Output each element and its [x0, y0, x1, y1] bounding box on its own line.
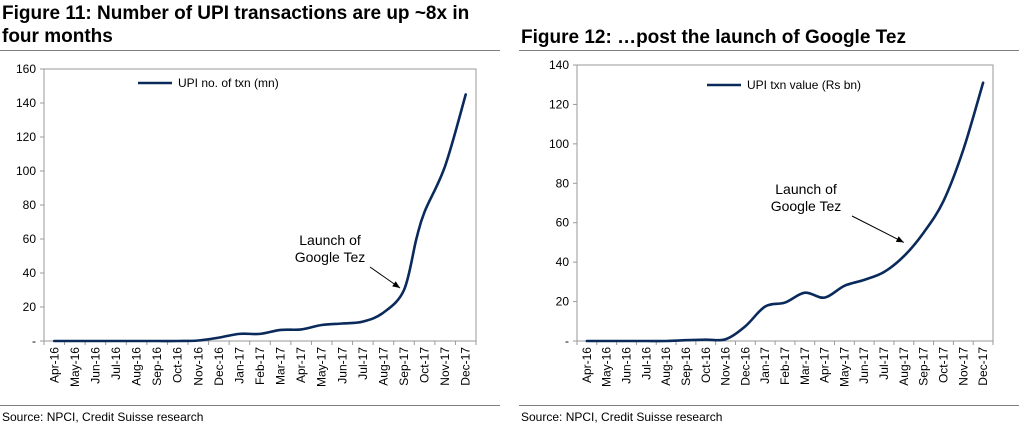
x-tick-label: Sep-16 — [679, 347, 693, 386]
figure-title: Figure 11: Number of UPI transactions ar… — [2, 3, 470, 47]
x-tick-label: Feb-17 — [778, 347, 792, 385]
annotation-text: Launch of — [775, 181, 837, 197]
annotation-text: Launch of — [299, 232, 361, 248]
x-tick-label: Dec-16 — [212, 347, 226, 386]
title-rule — [519, 50, 1019, 51]
plot-area — [576, 64, 994, 342]
series-line — [52, 93, 468, 343]
plot-area — [43, 68, 477, 342]
x-tick-label: Jan-17 — [758, 347, 772, 384]
y-tick-label: 120 — [16, 130, 36, 144]
x-tick-label: Apr-16 — [47, 347, 61, 383]
x-tick-label: Sep-17 — [917, 347, 931, 386]
y-tick-label: 100 — [16, 164, 36, 178]
y-tick-label: 20 — [556, 295, 570, 309]
x-tick-label: Jul-17 — [356, 347, 370, 380]
y-tick-label: 80 — [556, 176, 570, 190]
legend-label: UPI no. of txn (mn) — [178, 76, 279, 90]
x-tick-label: Mar-17 — [274, 347, 288, 385]
x-tick-label: Jun-16 — [620, 347, 634, 384]
y-tick-label: 40 — [556, 255, 570, 269]
x-tick-label: Oct-16 — [171, 347, 185, 383]
y-tick-label: - — [565, 334, 569, 348]
upi-value-chart: - 20 40 60 80 100 120 140 Apr-16 May-16 Jun-16 Jul-… — [549, 58, 994, 387]
x-tick-label: Jun-16 — [88, 347, 102, 384]
annotation-text: Google Tez — [295, 249, 366, 265]
x-tick-label: Apr-17 — [818, 347, 832, 383]
y-tick-label: 160 — [16, 62, 36, 76]
x-tick-label: Nov-16 — [191, 347, 205, 386]
x-tick-label: May-16 — [68, 347, 82, 387]
x-tick-label: Sep-17 — [397, 347, 411, 386]
series-line — [585, 81, 985, 343]
x-tick-label: Nov-17 — [956, 347, 970, 386]
annotation-arrowhead — [895, 236, 904, 243]
figure-title: Figure 12: …post the launch of Google Te… — [521, 27, 906, 48]
x-tick-label: Sep-16 — [150, 347, 164, 386]
x-tick-label: Oct-16 — [699, 347, 713, 383]
x-tick-label: May-17 — [315, 347, 329, 387]
title-rule — [0, 50, 500, 51]
x-tick-label: Jan-17 — [232, 347, 246, 384]
annotation-arrowhead — [392, 281, 400, 288]
x-tick-label: Jun-17 — [335, 347, 349, 384]
x-tick-label: Dec-17 — [976, 347, 990, 386]
x-tick-label: Feb-17 — [253, 347, 267, 385]
x-tick-label: Aug-16 — [130, 347, 144, 386]
y-tick-label: 140 — [16, 96, 36, 110]
legend-label: UPI txn value (Rs bn) — [747, 78, 861, 92]
x-tick-label: Dec-17 — [459, 347, 473, 386]
annotation-text: Google Tez — [771, 198, 842, 214]
x-tick-label: Oct-17 — [936, 347, 950, 383]
x-tick-label: Nov-16 — [719, 347, 733, 386]
y-tick-label: 80 — [23, 198, 37, 212]
x-tick-label: Jun-17 — [857, 347, 871, 384]
upi-transactions-chart: - 20 40 60 80 100 120 140 160 Apr-16 May-16 Jun-16 J… — [16, 62, 477, 387]
x-tick-label: Dec-16 — [738, 347, 752, 386]
y-tick-label: 140 — [549, 58, 569, 72]
x-tick-label: Nov-17 — [438, 347, 452, 386]
x-tick-label: Mar-17 — [798, 347, 812, 385]
x-tick-label: Oct-17 — [418, 347, 432, 383]
y-tick-label: - — [32, 334, 36, 348]
x-tick-label: Jul-16 — [109, 347, 123, 380]
y-tick-label: 100 — [549, 137, 569, 151]
x-tick-label: Apr-16 — [580, 347, 594, 383]
figure-12-panel: Figure 12: …post the launch of Google Te… — [519, 0, 1024, 432]
source-rule — [519, 405, 1019, 406]
x-tick-label: Jul-17 — [877, 347, 891, 380]
y-tick-label: 60 — [23, 232, 37, 246]
source-note: Source: NPCI, Credit Suisse research — [521, 410, 723, 424]
x-tick-label: May-16 — [600, 347, 614, 387]
source-note: Source: NPCI, Credit Suisse research — [2, 410, 204, 424]
y-tick-label: 120 — [549, 97, 569, 111]
x-tick-label: Aug-17 — [897, 347, 911, 386]
y-tick-label: 40 — [23, 266, 37, 280]
y-tick-label: 20 — [23, 300, 37, 314]
x-tick-label: Jul-16 — [639, 347, 653, 380]
source-rule — [0, 405, 500, 406]
annotation-arrow — [851, 215, 905, 243]
x-tick-label: May-17 — [837, 347, 851, 387]
figure-11-panel: Figure 11: Number of UPI transactions ar… — [0, 0, 505, 432]
x-tick-label: Apr-17 — [294, 347, 308, 383]
x-tick-label: Aug-17 — [376, 347, 390, 386]
x-tick-label: Aug-16 — [659, 347, 673, 386]
y-tick-label: 60 — [556, 216, 570, 230]
